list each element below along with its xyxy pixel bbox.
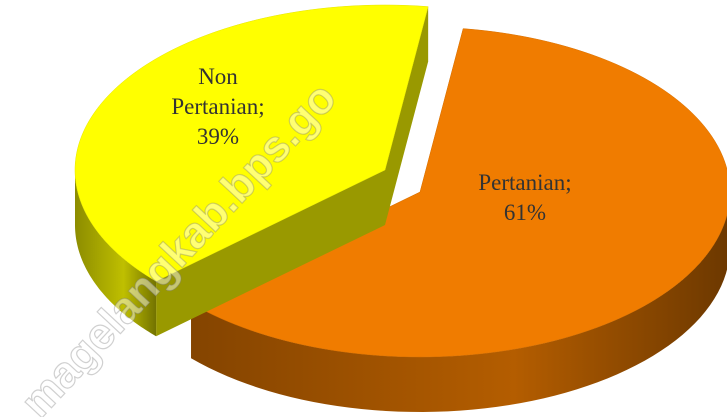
slice-side (385, 6, 429, 225)
data-label: Pertanian; 61% (455, 168, 595, 228)
slice-side (156, 170, 385, 337)
category-name: Pertanian (478, 170, 566, 195)
value-label: 61% (503, 200, 547, 225)
label-name: Non Pertanian; (158, 62, 278, 122)
separator: ; (258, 94, 265, 119)
data-label: Non Pertanian; 39% (158, 62, 278, 152)
pie-slice (190, 28, 727, 358)
label-name: Pertanian; (455, 168, 595, 198)
pie-slice (74, 4, 429, 282)
category-name: Non Pertanian (171, 64, 259, 119)
slice-wall (191, 214, 727, 412)
value-label: 39% (196, 124, 240, 149)
separator: ; (565, 170, 572, 195)
slice-wall (75, 170, 157, 337)
